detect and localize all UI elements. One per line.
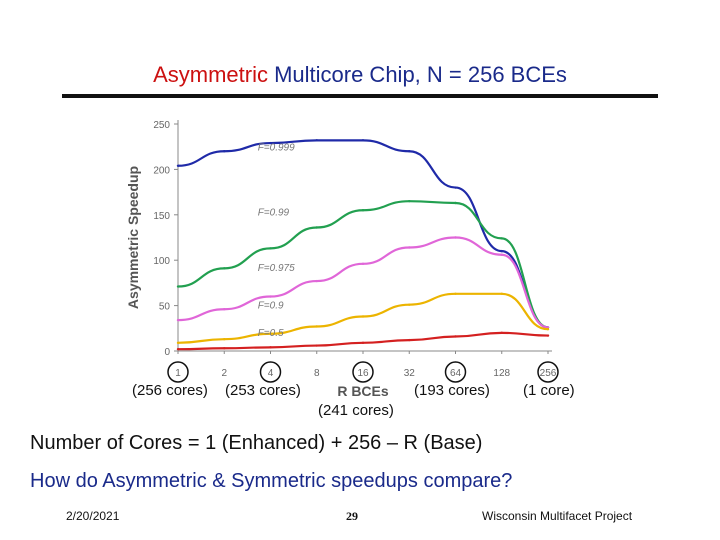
data-point — [361, 315, 365, 318]
x-tick-label: 256 — [540, 368, 557, 379]
y-tick-label: 150 — [153, 211, 170, 222]
x-tick-label: 16 — [357, 368, 369, 379]
series-label: F=0.975 — [258, 263, 295, 274]
annotation-256-cores: (256 cores) — [132, 382, 208, 399]
data-point — [223, 347, 226, 350]
data-point — [454, 292, 457, 295]
series-label: F=0.5 — [258, 328, 284, 339]
cores-formula: Number of Cores = 1 (Enhanced) + 256 – R… — [30, 432, 483, 454]
data-point — [223, 150, 226, 153]
data-point — [269, 141, 272, 145]
x-tick-label: 32 — [404, 368, 416, 379]
data-point — [361, 139, 365, 142]
data-point — [361, 341, 365, 345]
data-point — [408, 150, 411, 153]
x-tick-label: 8 — [314, 368, 320, 379]
x-tick-label: 4 — [268, 368, 274, 379]
data-point — [408, 199, 411, 203]
title-accent: Asymmetric — [153, 62, 268, 87]
data-point — [315, 325, 318, 328]
series-line — [177, 331, 549, 351]
annotation-241-cores: (241 cores) — [318, 402, 394, 419]
series-label: F=0.99 — [258, 208, 290, 219]
data-point — [500, 249, 503, 253]
data-point — [361, 209, 365, 212]
data-point — [454, 236, 457, 239]
tick-highlight-circle — [259, 361, 282, 383]
x-tick-label: 64 — [450, 368, 462, 379]
series-label: F=0.999 — [258, 142, 295, 153]
data-point — [546, 326, 550, 329]
footer-date: 2/20/2021 — [66, 509, 120, 523]
data-point — [315, 226, 318, 229]
data-point — [408, 303, 411, 306]
series-line — [177, 236, 549, 329]
y-axis-title: Asymmetric Speedup — [125, 166, 141, 309]
x-tick-label: 1 — [175, 368, 181, 379]
data-point — [500, 331, 503, 335]
annotation-253-cores: (253 cores) — [225, 382, 301, 399]
data-point — [546, 328, 550, 331]
comparison-question: How do Asymmetric & Symmetric speedups c… — [30, 470, 513, 492]
y-tick-label: 100 — [153, 256, 170, 267]
data-point — [454, 201, 457, 205]
data-point — [269, 346, 272, 349]
data-point — [500, 292, 503, 295]
speedup-chart: 0 50 100 150 200 250 Asymmetric Speedup 1 2 4 8 16 3… — [125, 120, 559, 399]
data-point — [500, 237, 503, 240]
x-axis-title: R BCEs — [337, 383, 389, 399]
data-point — [223, 308, 226, 311]
data-point — [454, 186, 457, 189]
tick-highlight-circle — [444, 361, 467, 383]
y-tick-label: 50 — [159, 302, 171, 313]
data-point — [176, 164, 180, 167]
data-point — [176, 318, 180, 322]
data-point — [176, 285, 180, 288]
footer-organization: Wisconsin Multifacet Project — [482, 509, 633, 523]
y-tick-label: 0 — [164, 347, 170, 358]
series-line — [177, 292, 549, 344]
y-tick-label: 250 — [153, 120, 170, 131]
annotation-193-cores: (193 cores) — [414, 382, 490, 399]
series-line — [177, 139, 549, 329]
title-rest: Multicore Chip, N = 256 BCEs — [274, 62, 567, 87]
data-point — [223, 267, 226, 270]
data-point — [176, 347, 180, 351]
data-point — [269, 247, 272, 250]
data-point — [546, 334, 550, 337]
tick-highlight-circle — [537, 361, 559, 383]
data-point — [454, 335, 457, 338]
x-tick-label: 2 — [221, 368, 227, 379]
data-point — [315, 139, 318, 142]
footer-page-number: 29 — [346, 509, 358, 523]
data-point — [361, 262, 365, 266]
tick-highlight-circle — [167, 361, 189, 383]
y-tick-label: 200 — [153, 165, 170, 176]
data-point — [315, 279, 318, 283]
data-point — [315, 344, 318, 347]
x-tick-label: 128 — [493, 368, 510, 379]
title-underline — [62, 94, 658, 98]
data-point — [176, 341, 180, 345]
annotation-1-core: (1 core) — [523, 382, 575, 399]
data-point — [223, 337, 226, 341]
data-point — [500, 253, 503, 256]
slide-title: Asymmetric Multicore Chip, N = 256 BCEs — [0, 62, 720, 88]
data-point — [269, 295, 272, 298]
series-label: F=0.9 — [258, 300, 284, 311]
data-point — [269, 332, 272, 335]
tick-highlight-circle — [352, 361, 374, 383]
data-point — [408, 338, 411, 342]
data-point — [408, 246, 411, 249]
